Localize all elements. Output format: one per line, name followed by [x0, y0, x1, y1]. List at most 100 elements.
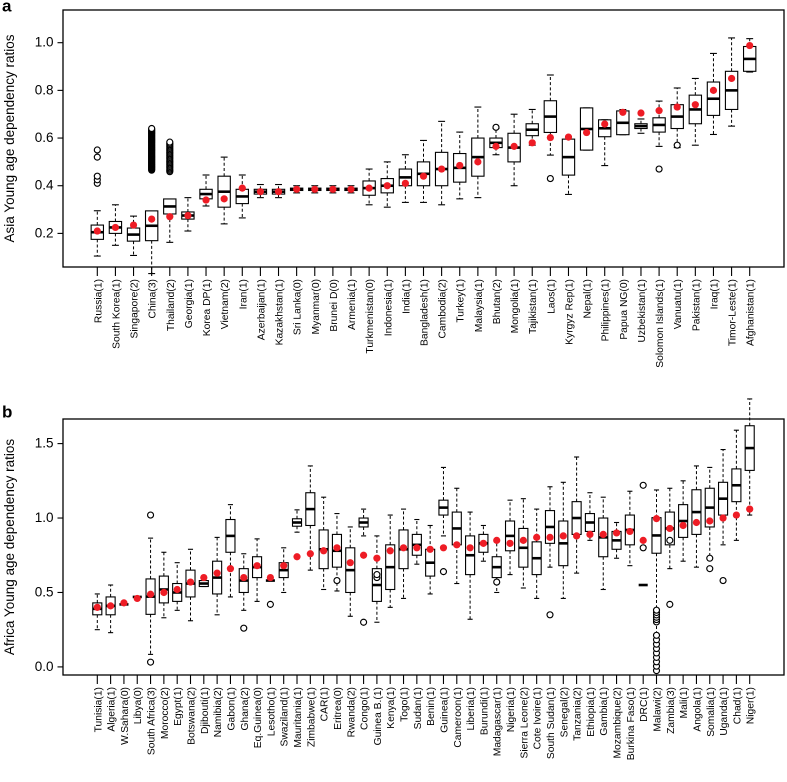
svg-text:Brunei D(0): Brunei D(0)	[329, 279, 340, 332]
svg-text:Sierra Leone(2): Sierra Leone(2)	[519, 687, 530, 759]
svg-text:W.Sahara(0): W.Sahara(0)	[120, 687, 131, 745]
svg-text:Swaziland(1): Swaziland(1)	[280, 687, 291, 747]
svg-text:Malawi(2): Malawi(2)	[653, 687, 664, 732]
svg-text:South Korea(1): South Korea(1)	[111, 279, 122, 349]
svg-text:1.0: 1.0	[35, 510, 54, 525]
svg-text:Turkmenistan(0): Turkmenistan(0)	[365, 279, 376, 354]
svg-text:Mali(1): Mali(1)	[679, 687, 690, 718]
svg-text:Gabon(1): Gabon(1)	[226, 687, 237, 731]
svg-text:Ghana(2): Ghana(2)	[240, 687, 251, 731]
svg-text:0.6: 0.6	[35, 130, 54, 145]
svg-text:Armenia(1): Armenia(1)	[347, 279, 358, 330]
svg-text:Asia Young age dependency rati: Asia Young age dependency ratios	[2, 34, 17, 242]
svg-text:Niger(1): Niger(1)	[746, 687, 757, 724]
svg-text:1.0: 1.0	[35, 35, 54, 50]
svg-text:Ethiopia(1): Ethiopia(1)	[586, 687, 597, 737]
svg-text:Tajikistan(1): Tajikistan(1)	[528, 279, 539, 334]
svg-text:Cambodia(2): Cambodia(2)	[438, 279, 449, 339]
svg-text:Iraq(1): Iraq(1)	[709, 279, 720, 309]
svg-text:b: b	[2, 403, 12, 422]
svg-text:Egypt(1): Egypt(1)	[173, 687, 184, 726]
svg-text:Timor-Leste(1): Timor-Leste(1)	[728, 279, 739, 346]
svg-text:Togo(1): Togo(1)	[400, 687, 411, 722]
svg-text:Russia(1): Russia(1)	[93, 279, 104, 323]
svg-text:Gambia(1): Gambia(1)	[599, 687, 610, 736]
svg-text:Vietnam(2): Vietnam(2)	[220, 279, 231, 329]
svg-text:Cameroon(1): Cameroon(1)	[453, 687, 464, 748]
svg-text:Tanzania(2): Tanzania(2)	[573, 687, 584, 741]
svg-text:Africa Young age dependency ra: Africa Young age dependency ratios	[2, 439, 17, 655]
svg-text:Philippines(1): Philippines(1)	[601, 279, 612, 341]
svg-text:Rwanda(2): Rwanda(2)	[346, 687, 357, 737]
svg-text:Liberia(1): Liberia(1)	[466, 687, 477, 731]
svg-text:India(1): India(1)	[401, 279, 412, 314]
svg-text:Solomon Islands(1): Solomon Islands(1)	[655, 279, 666, 368]
svg-text:Congo(1): Congo(1)	[360, 687, 371, 730]
svg-text:Indonesia(1): Indonesia(1)	[383, 279, 394, 336]
svg-text:Guinea B.(1): Guinea B.(1)	[373, 687, 384, 745]
svg-text:0.2: 0.2	[35, 225, 54, 240]
svg-text:Korea DP(1): Korea DP(1)	[202, 279, 213, 336]
svg-text:Morocco(2): Morocco(2)	[160, 687, 171, 739]
svg-text:Nepal(1): Nepal(1)	[583, 279, 594, 319]
svg-text:Sudan(1): Sudan(1)	[413, 687, 424, 729]
svg-text:0.0: 0.0	[35, 659, 54, 674]
svg-text:Burkina Faso(1): Burkina Faso(1)	[626, 687, 637, 760]
svg-text:Bhutan(2): Bhutan(2)	[492, 279, 503, 324]
svg-text:South Sudan(1): South Sudan(1)	[546, 687, 557, 759]
svg-text:Uzbekistan(1): Uzbekistan(1)	[637, 279, 648, 343]
svg-text:DRC(1): DRC(1)	[639, 687, 650, 722]
svg-text:1.5: 1.5	[35, 436, 54, 451]
svg-text:Angola(1): Angola(1)	[692, 687, 703, 732]
svg-text:Zambia(3): Zambia(3)	[666, 687, 677, 734]
svg-text:Tunisia(1): Tunisia(1)	[93, 687, 104, 732]
svg-text:Vanuatu(1): Vanuatu(1)	[673, 279, 684, 329]
svg-text:Bangladesh(1): Bangladesh(1)	[420, 279, 431, 346]
svg-text:Turkey(1): Turkey(1)	[456, 279, 467, 323]
svg-text:Kyrgyz Rep(1): Kyrgyz Rep(1)	[564, 279, 575, 345]
svg-text:Lesotho(1): Lesotho(1)	[266, 687, 277, 736]
svg-text:Malaysia(1): Malaysia(1)	[474, 279, 485, 332]
svg-text:Eritrea(0): Eritrea(0)	[333, 687, 344, 730]
svg-text:Djibouti(1): Djibouti(1)	[200, 687, 211, 734]
svg-text:Chad(1): Chad(1)	[732, 687, 743, 724]
svg-text:CAR(1): CAR(1)	[320, 687, 331, 721]
svg-text:Myanmar(0): Myanmar(0)	[311, 279, 322, 335]
svg-text:Laos(1): Laos(1)	[546, 279, 557, 314]
svg-text:Botswana(2): Botswana(2)	[187, 687, 198, 745]
svg-text:Afghanistan(1): Afghanistan(1)	[746, 279, 757, 346]
svg-text:Senegal(2): Senegal(2)	[559, 687, 570, 737]
svg-text:China(3): China(3)	[148, 279, 159, 319]
svg-text:0.8: 0.8	[35, 82, 54, 97]
svg-text:Kazakhstan(1): Kazakhstan(1)	[275, 279, 286, 345]
svg-text:Zimbabwe(1): Zimbabwe(1)	[306, 687, 317, 747]
svg-text:Mozambique(2): Mozambique(2)	[613, 687, 624, 759]
svg-text:Libya(0): Libya(0)	[133, 687, 144, 724]
svg-text:Mongolia(1): Mongolia(1)	[510, 279, 521, 333]
svg-text:Eq.Guinea(0): Eq.Guinea(0)	[253, 687, 264, 748]
svg-text:Iran(1): Iran(1)	[238, 279, 249, 309]
svg-text:Georgia(1): Georgia(1)	[184, 279, 195, 328]
svg-text:South Africa(3): South Africa(3)	[147, 687, 158, 755]
svg-text:Sri Lanka(0): Sri Lanka(0)	[293, 279, 304, 335]
svg-text:Uganda(1): Uganda(1)	[719, 687, 730, 736]
svg-text:Namibia(2): Namibia(2)	[213, 687, 224, 737]
svg-text:Burundi(1): Burundi(1)	[479, 687, 490, 735]
svg-text:0.4: 0.4	[35, 178, 54, 193]
svg-text:Algeria(1): Algeria(1)	[107, 687, 118, 732]
svg-text:Benin(1): Benin(1)	[426, 687, 437, 726]
svg-text:Madagascar(1): Madagascar(1)	[493, 687, 504, 756]
svg-text:Cote Ivoire(1): Cote Ivoire(1)	[533, 687, 544, 749]
svg-text:Thailand(2): Thailand(2)	[166, 279, 177, 331]
svg-text:Papua NG(0): Papua NG(0)	[619, 279, 630, 340]
svg-text:0.5: 0.5	[35, 584, 54, 599]
svg-text:Pakistan(1): Pakistan(1)	[691, 279, 702, 331]
svg-text:a: a	[2, 0, 12, 16]
svg-text:Mauritania(1): Mauritania(1)	[293, 687, 304, 748]
svg-text:Somalia(1): Somalia(1)	[706, 687, 717, 737]
svg-text:Singapore(2): Singapore(2)	[130, 279, 141, 339]
svg-text:Guinea(1): Guinea(1)	[439, 687, 450, 733]
svg-text:Azerbaijan(1): Azerbaijan(1)	[256, 279, 267, 340]
svg-text:Kenya(1): Kenya(1)	[386, 687, 397, 729]
svg-text:Nigeria(1): Nigeria(1)	[506, 687, 517, 732]
